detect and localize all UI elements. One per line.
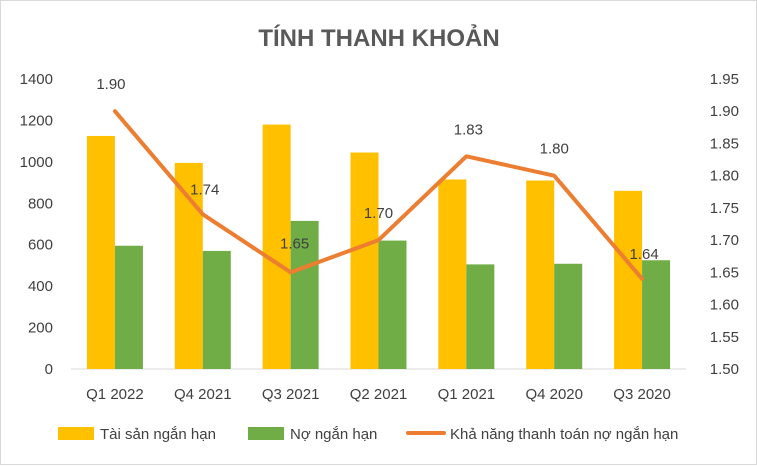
bar-tai-san-ngan-han bbox=[438, 179, 466, 369]
legend-label-no-ngan-han: Nợ ngắn hạn bbox=[290, 426, 377, 443]
left-tick-label: 1200 bbox=[20, 112, 53, 129]
right-tick-label: 1.85 bbox=[710, 135, 739, 152]
line-data-label: 1.64 bbox=[629, 246, 658, 263]
line-data-label: 1.70 bbox=[364, 205, 393, 222]
x-tick-label: Q4 2021 bbox=[174, 386, 232, 403]
left-tick-label: 1000 bbox=[20, 154, 53, 171]
bar-no-ngan-han bbox=[379, 241, 407, 369]
legend-label-kha-nang: Khả năng thanh toán nợ ngắn hạn bbox=[450, 426, 678, 443]
left-tick-label: 800 bbox=[28, 195, 53, 212]
right-tick-label: 1.50 bbox=[710, 361, 739, 378]
bar-tai-san-ngan-han bbox=[614, 191, 642, 369]
bar-tai-san-ngan-han bbox=[351, 153, 379, 369]
line-data-label: 1.80 bbox=[540, 141, 569, 158]
right-tick-label: 1.60 bbox=[710, 297, 739, 314]
bar-no-ngan-han bbox=[466, 264, 494, 369]
left-tick-label: 1400 bbox=[20, 71, 53, 88]
right-tick-label: 1.90 bbox=[710, 103, 739, 120]
bar-tai-san-ngan-han bbox=[526, 181, 554, 370]
line-data-label: 1.65 bbox=[280, 235, 309, 252]
left-tick-label: 600 bbox=[28, 237, 53, 254]
bar-no-ngan-han bbox=[554, 264, 582, 369]
left-tick-label: 0 bbox=[45, 361, 53, 378]
legend: Tài sản ngắn hạn Nợ ngắn hạn Khả năng than… bbox=[58, 426, 678, 443]
right-tick-label: 1.70 bbox=[710, 232, 739, 249]
chart-title: TÍNH THANH KHOẢN bbox=[258, 23, 499, 52]
bar-no-ngan-han bbox=[642, 260, 670, 369]
left-tick-label: 200 bbox=[28, 320, 53, 337]
line-data-label: 1.74 bbox=[190, 181, 219, 198]
right-tick-label: 1.75 bbox=[710, 200, 739, 217]
left-tick-label: 400 bbox=[28, 278, 53, 295]
right-tick-label: 1.55 bbox=[710, 329, 739, 346]
x-tick-label: Q1 2022 bbox=[86, 386, 144, 403]
right-tick-label: 1.65 bbox=[710, 264, 739, 281]
x-tick-label: Q1 2021 bbox=[438, 386, 496, 403]
right-tick-label: 1.95 bbox=[710, 71, 739, 88]
bar-tai-san-ngan-han bbox=[87, 136, 115, 369]
right-tick-label: 1.80 bbox=[710, 168, 739, 185]
legend-swatch-no-ngan-han bbox=[248, 427, 284, 440]
x-tick-label: Q3 2020 bbox=[613, 386, 671, 403]
x-tick-label: Q4 2020 bbox=[525, 386, 583, 403]
line-data-label: 1.90 bbox=[96, 76, 125, 93]
bars-layer bbox=[87, 125, 670, 369]
bar-no-ngan-han bbox=[203, 251, 231, 369]
legend-label-tai-san: Tài sản ngắn hạn bbox=[100, 426, 216, 443]
x-tick-label: Q3 2021 bbox=[262, 386, 320, 403]
x-tick-label: Q2 2021 bbox=[350, 386, 408, 403]
line-data-label: 1.83 bbox=[454, 121, 483, 138]
bar-no-ngan-han bbox=[115, 246, 143, 369]
legend-swatch-tai-san bbox=[58, 427, 94, 440]
